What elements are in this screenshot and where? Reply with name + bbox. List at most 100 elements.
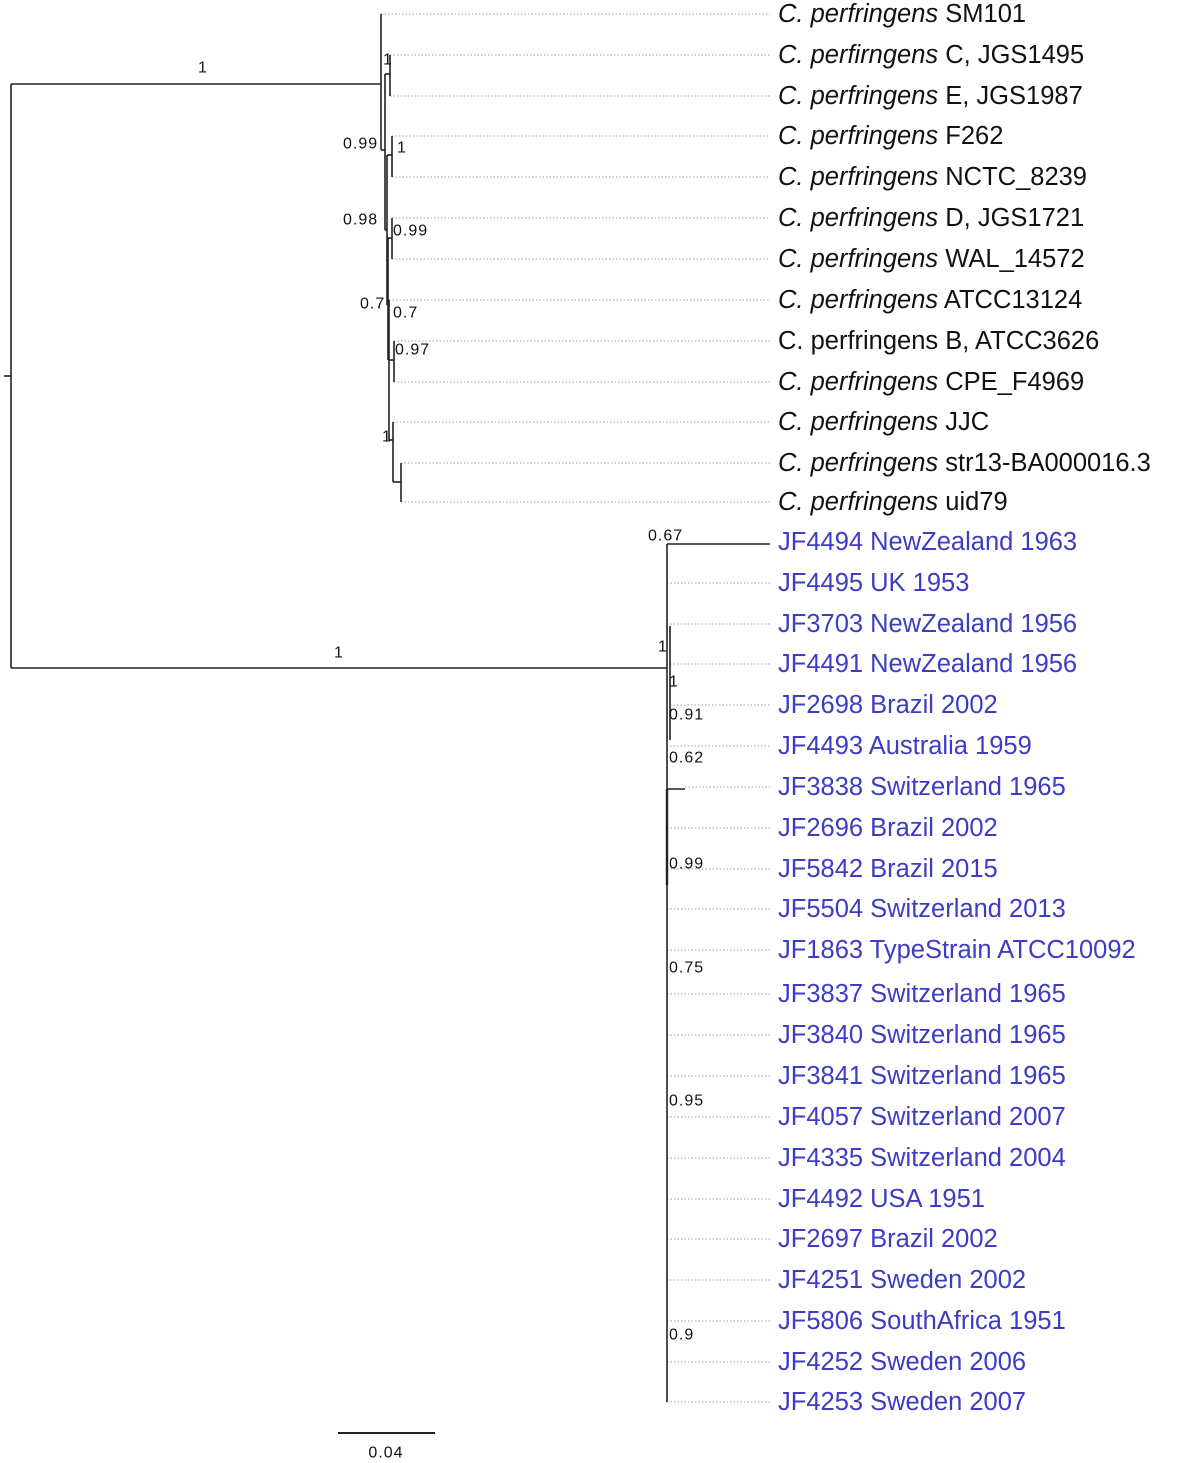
leaf-label: JF3703 NewZealand 1956 — [778, 610, 1077, 638]
leaf-strain-name: JF4057 Switzerland 2007 — [778, 1103, 1066, 1131]
leaf-strain-name: JF4335 Switzerland 2004 — [778, 1144, 1066, 1172]
support-value: 1 — [382, 429, 392, 446]
leaf-species-name: C. perfringens — [778, 122, 938, 150]
leaf-species-name: C. perfringens — [778, 163, 938, 191]
leaf-strain-name: F262 — [938, 122, 1003, 150]
support-value: 1 — [669, 674, 679, 691]
leaf-label: JF5806 SouthAfrica 1951 — [778, 1307, 1066, 1335]
leaf-strain-name: D, JGS1721 — [938, 204, 1084, 232]
leaf-species-name: C. perfringens — [778, 0, 938, 28]
leaf-strain-name: JF4493 Australia 1959 — [778, 732, 1032, 760]
scale-bar-label: 0.04 — [368, 1445, 403, 1462]
leaf-label: C. perfringens SM101 — [778, 0, 1026, 28]
leaf-strain-name: JF2698 Brazil 2002 — [778, 691, 998, 719]
leaf-strain-name: JF4251 Sweden 2002 — [778, 1266, 1026, 1294]
leaf-label: JF4493 Australia 1959 — [778, 732, 1032, 760]
support-value: 0.9 — [669, 1327, 694, 1344]
leaf-label: JF4495 UK 1953 — [778, 569, 969, 597]
leaf-strain-name: E, JGS1987 — [938, 82, 1083, 110]
leaf-species-name: C. perfringens — [778, 245, 938, 273]
leaf-strain-name: SM101 — [938, 0, 1026, 28]
leaf-label: JF2697 Brazil 2002 — [778, 1225, 998, 1253]
support-value: 0.62 — [669, 750, 704, 767]
leaf-strain-name: JF5842 Brazil 2015 — [778, 855, 998, 883]
leaf-strain-name: JF4253 Sweden 2007 — [778, 1388, 1026, 1416]
support-value: 0.67 — [648, 528, 683, 545]
leaf-strain-name: ATCC13124 — [938, 286, 1082, 314]
leaf-label: C. perfringens D, JGS1721 — [778, 204, 1084, 232]
leaf-strain-name: C, JGS1495 — [938, 41, 1084, 69]
leaf-strain-name: JF3837 Switzerland 1965 — [778, 980, 1066, 1008]
leaf-strain-name: WAL_14572 — [938, 245, 1085, 273]
leaf-label: C. perfringens JJC — [778, 408, 989, 436]
leaf-label: C. perfringens WAL_14572 — [778, 245, 1085, 273]
leaf-label: JF5504 Switzerland 2013 — [778, 895, 1066, 923]
leaf-label: JF4057 Switzerland 2007 — [778, 1103, 1066, 1131]
leaf-strain-name: JF5806 SouthAfrica 1951 — [778, 1307, 1066, 1335]
leaf-strain-name: str13-BA000016.3 — [938, 449, 1151, 477]
support-value: 0.95 — [669, 1093, 704, 1110]
leaf-label: JF3838 Switzerland 1965 — [778, 773, 1066, 801]
leaf-strain-name: JF3841 Switzerland 1965 — [778, 1062, 1066, 1090]
leaf-label: C. perfringens F262 — [778, 122, 1003, 150]
leaf-label: JF4252 Sweden 2006 — [778, 1348, 1026, 1376]
leaf-strain-name: JF3838 Switzerland 1965 — [778, 773, 1066, 801]
leaf-species-name: C. perfringens — [778, 368, 938, 396]
leaf-label: JF3840 Switzerland 1965 — [778, 1021, 1066, 1049]
support-value: 0.99 — [343, 136, 378, 153]
support-value: 0.97 — [395, 342, 430, 359]
leaf-strain-name: JF5504 Switzerland 2013 — [778, 895, 1066, 923]
leaf-strain-name: JJC — [938, 408, 989, 436]
leaf-species-name: C. perfringens — [778, 408, 938, 436]
leaf-strain-name: JF3703 NewZealand 1956 — [778, 610, 1077, 638]
leaf-strain-name: JF4492 USA 1951 — [778, 1185, 985, 1213]
leaf-label: JF4251 Sweden 2002 — [778, 1266, 1026, 1294]
support-value: 1 — [658, 639, 668, 656]
leaf-strain-name: JF4494 NewZealand 1963 — [778, 528, 1077, 556]
leaf-strain-name: JF2697 Brazil 2002 — [778, 1225, 998, 1253]
leaf-label: C. perfringens uid79 — [778, 488, 1008, 516]
leaf-label: C. perfringens NCTC_8239 — [778, 163, 1087, 191]
support-value: 0.99 — [393, 223, 428, 240]
leaf-label: JF4494 NewZealand 1963 — [778, 528, 1077, 556]
leaf-label: C. perfringens str13-BA000016.3 — [778, 449, 1151, 477]
leaf-label: JF4335 Switzerland 2004 — [778, 1144, 1066, 1172]
leaf-strain-name: JF4491 NewZealand 1956 — [778, 650, 1077, 678]
support-value: 0.98 — [343, 212, 378, 229]
leaf-label: C. perfirngens C, JGS1495 — [778, 41, 1084, 69]
leaf-label: C. perfringens B, ATCC3626 — [778, 327, 1099, 355]
leaf-strain-name: uid79 — [938, 488, 1007, 516]
leaf-label: JF2696 Brazil 2002 — [778, 814, 998, 842]
support-value: 1 — [198, 60, 208, 77]
leaf-strain-name: JF2696 Brazil 2002 — [778, 814, 998, 842]
support-value: 1 — [397, 140, 407, 157]
leaf-label: JF2698 Brazil 2002 — [778, 691, 998, 719]
leaf-label: JF4253 Sweden 2007 — [778, 1388, 1026, 1416]
leaf-strain-name: JF4495 UK 1953 — [778, 569, 969, 597]
leaf-species-name: C. perfringens — [778, 82, 938, 110]
support-value: 1 — [334, 645, 344, 662]
leaf-label: C. perfringens E, JGS1987 — [778, 82, 1083, 110]
leaf-label: JF4491 NewZealand 1956 — [778, 650, 1077, 678]
leaf-strain-name: C. perfringens B, ATCC3626 — [778, 327, 1099, 355]
leaf-species-name: C. perfringens — [778, 204, 938, 232]
leaf-label: JF4492 USA 1951 — [778, 1185, 985, 1213]
leaf-strain-name: JF1863 TypeStrain ATCC10092 — [778, 936, 1136, 964]
leaf-species-name: C. perfirngens — [778, 41, 938, 69]
leaf-label: JF5842 Brazil 2015 — [778, 855, 998, 883]
leaf-species-name: C. perfringens — [778, 488, 938, 516]
leaf-label: JF3841 Switzerland 1965 — [778, 1062, 1066, 1090]
leaf-strain-name: JF3840 Switzerland 1965 — [778, 1021, 1066, 1049]
leaf-label: JF1863 TypeStrain ATCC10092 — [778, 936, 1136, 964]
support-value: 0.91 — [669, 707, 704, 724]
leaf-label: C. perfringens CPE_F4969 — [778, 368, 1084, 396]
leaf-strain-name: JF4252 Sweden 2006 — [778, 1348, 1026, 1376]
leaf-label: C. perfringens ATCC13124 — [778, 286, 1082, 314]
leaf-species-name: C. perfringens — [778, 449, 938, 477]
support-value: 0.99 — [669, 856, 704, 873]
leaf-strain-name: CPE_F4969 — [938, 368, 1084, 396]
support-value: 0.75 — [669, 960, 704, 977]
support-value: 0.7 — [393, 305, 418, 322]
leaf-species-name: C. perfringens — [778, 286, 938, 314]
